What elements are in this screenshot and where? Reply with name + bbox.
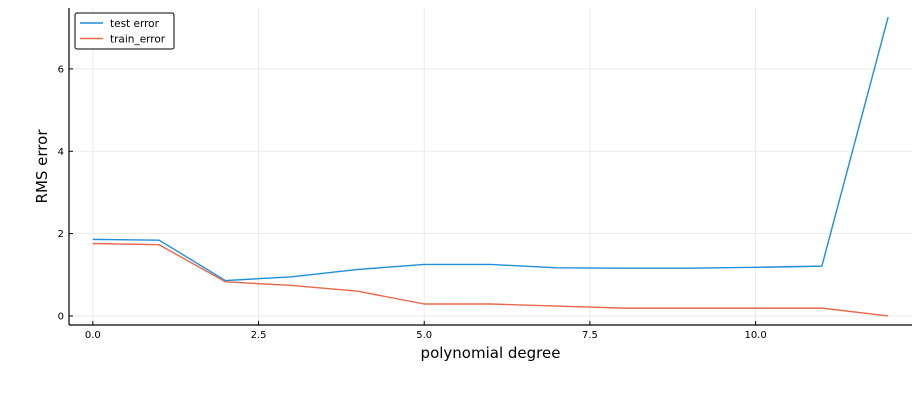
x-tick-label: 0.0: [85, 330, 101, 341]
axes: [68, 8, 912, 326]
gridlines: [69, 8, 912, 325]
x-tick-label: 7.5: [582, 330, 598, 341]
y-ticks: 0 2 4 6: [58, 64, 73, 322]
y-tick-label: 4: [58, 147, 64, 158]
legend-label: test error: [110, 18, 160, 30]
legend-box: [74, 12, 175, 50]
y-tick-label: 6: [58, 64, 64, 75]
x-tick-label: 10.0: [744, 330, 766, 341]
series-layer: [92, 16, 889, 317]
x-tick-label: 5.0: [416, 330, 432, 341]
y-axis-title: RMS error: [33, 129, 51, 204]
x-ticks: 0.0 2.5 5.0 7.5 10.0: [85, 321, 767, 341]
y-tick-label: 2: [58, 229, 64, 240]
x-axis-title: polynomial degree: [421, 344, 561, 362]
series-line-2: [92, 242, 889, 317]
x-tick-label: 2.5: [251, 330, 267, 341]
legend: test error train_error: [74, 12, 175, 50]
y-tick-label: 0: [58, 311, 64, 322]
series-line-1: [92, 16, 889, 282]
legend-label: train_error: [110, 33, 166, 45]
